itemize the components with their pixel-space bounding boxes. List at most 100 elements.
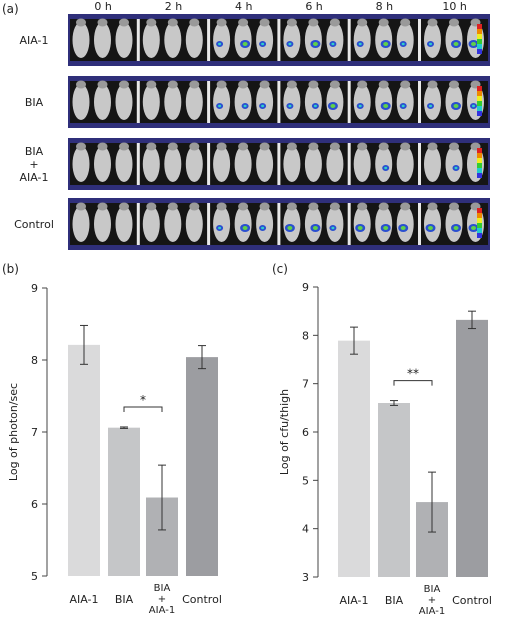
- time-label: 6 h: [305, 0, 323, 13]
- mouse-body: [353, 84, 371, 120]
- mouse-head: [76, 18, 86, 27]
- mouse-head: [167, 18, 178, 27]
- mouse-body: [424, 146, 441, 182]
- category-label: BIA: [385, 594, 404, 607]
- row-label-line: BIA: [24, 144, 44, 158]
- mouse-head: [286, 18, 297, 27]
- mouse-body: [94, 84, 111, 120]
- mouse-body: [424, 206, 441, 242]
- mouse-head: [216, 202, 227, 211]
- mouse-head: [119, 202, 129, 211]
- y-tick-label: 4: [302, 523, 309, 536]
- mouse-body: [396, 146, 414, 182]
- panel-divider: [136, 19, 140, 61]
- mouse-body: [234, 146, 252, 182]
- mouse-body: [234, 22, 252, 58]
- bioluminescence-core: [288, 42, 292, 46]
- mouse-head: [259, 80, 270, 89]
- panel-divider: [136, 203, 140, 245]
- color-scale-segment: [477, 218, 482, 223]
- y-axis-label: Log of cfu/thigh: [278, 389, 291, 475]
- mouse-head: [259, 18, 270, 27]
- bioluminescence-core: [261, 104, 265, 108]
- mouse-body: [283, 22, 301, 58]
- bioluminescence-core: [261, 42, 265, 46]
- category-label: BIA: [154, 583, 171, 594]
- mouse-head: [378, 18, 389, 27]
- bioluminescence-core: [384, 166, 388, 170]
- time-label: 10 h: [442, 0, 467, 13]
- bioluminescence-core: [401, 104, 405, 108]
- mouse-head: [308, 142, 319, 151]
- panel-a-label: (a): [2, 2, 19, 16]
- category-label: +: [428, 595, 436, 606]
- panel-divider: [207, 81, 211, 123]
- panel-divider: [418, 143, 421, 185]
- row-label-line: AIA-1: [19, 33, 49, 47]
- mouse-body: [185, 146, 203, 182]
- mouse-head: [238, 202, 249, 211]
- mouse-body: [94, 22, 111, 58]
- row-label: BIA + AIA-1: [6, 145, 62, 184]
- bar: [338, 340, 370, 577]
- color-scale-segment: [477, 86, 482, 91]
- color-scale-segment: [477, 163, 482, 168]
- category-label: Control: [452, 594, 492, 607]
- bioluminescence-core: [218, 104, 222, 108]
- mouse-body: [72, 22, 90, 58]
- bar: [68, 344, 100, 576]
- color-scale-segment: [477, 173, 482, 178]
- category-label: AIA-1: [149, 605, 175, 616]
- mouse-head: [97, 142, 108, 151]
- row-label-line: AIA-1: [19, 170, 49, 184]
- mouse-head: [427, 202, 438, 211]
- imaging-row: [68, 76, 490, 128]
- mouse-body: [164, 84, 182, 120]
- bioluminescence-core: [471, 226, 476, 230]
- bioluminescence-core: [383, 226, 389, 230]
- mouse-body: [326, 84, 344, 120]
- bioluminescence-core: [287, 226, 293, 230]
- mouse-head: [427, 142, 438, 151]
- bioluminescence-core: [357, 226, 363, 230]
- bioluminescence-core: [243, 104, 247, 108]
- mouse-head: [427, 18, 438, 27]
- mouse-body: [213, 146, 231, 182]
- mouse-body: [256, 84, 274, 120]
- mouse-head: [400, 142, 411, 151]
- row-label-line: BIA: [24, 95, 44, 109]
- time-label: 8 h: [375, 0, 394, 13]
- mouse-body: [115, 22, 133, 58]
- bioluminescence-imaging-grid: [68, 14, 490, 250]
- panel-divider: [347, 143, 351, 185]
- bioluminescence-core: [358, 42, 362, 46]
- mouse-head: [357, 202, 368, 211]
- panel-divider: [207, 203, 211, 245]
- category-label: AIA-1: [419, 606, 445, 617]
- mouse-body: [72, 146, 90, 182]
- color-scale-segment: [477, 29, 482, 34]
- mouse-body: [115, 206, 133, 242]
- panel-divider: [277, 19, 281, 61]
- panel-c-label: (c): [272, 262, 288, 276]
- row-label: BIA: [6, 96, 62, 109]
- color-scale-segment: [477, 233, 482, 238]
- mouse-body: [283, 146, 301, 182]
- mouse-body: [72, 206, 90, 242]
- bioluminescence-core: [330, 104, 336, 108]
- mouse-head: [146, 142, 157, 151]
- mouse-body: [234, 84, 252, 120]
- mouse-head: [167, 142, 178, 151]
- mouse-body: [185, 206, 203, 242]
- significance-marker: **: [407, 367, 419, 381]
- mouse-head: [449, 18, 459, 27]
- mouse-head: [119, 80, 129, 89]
- color-scale-segment: [477, 49, 482, 54]
- mouse-body: [396, 22, 414, 58]
- bioluminescence-core: [313, 104, 317, 108]
- bioluminescence-core: [218, 226, 222, 230]
- mouse-body: [396, 84, 414, 120]
- panel-divider: [277, 81, 281, 123]
- mouse-head: [400, 18, 411, 27]
